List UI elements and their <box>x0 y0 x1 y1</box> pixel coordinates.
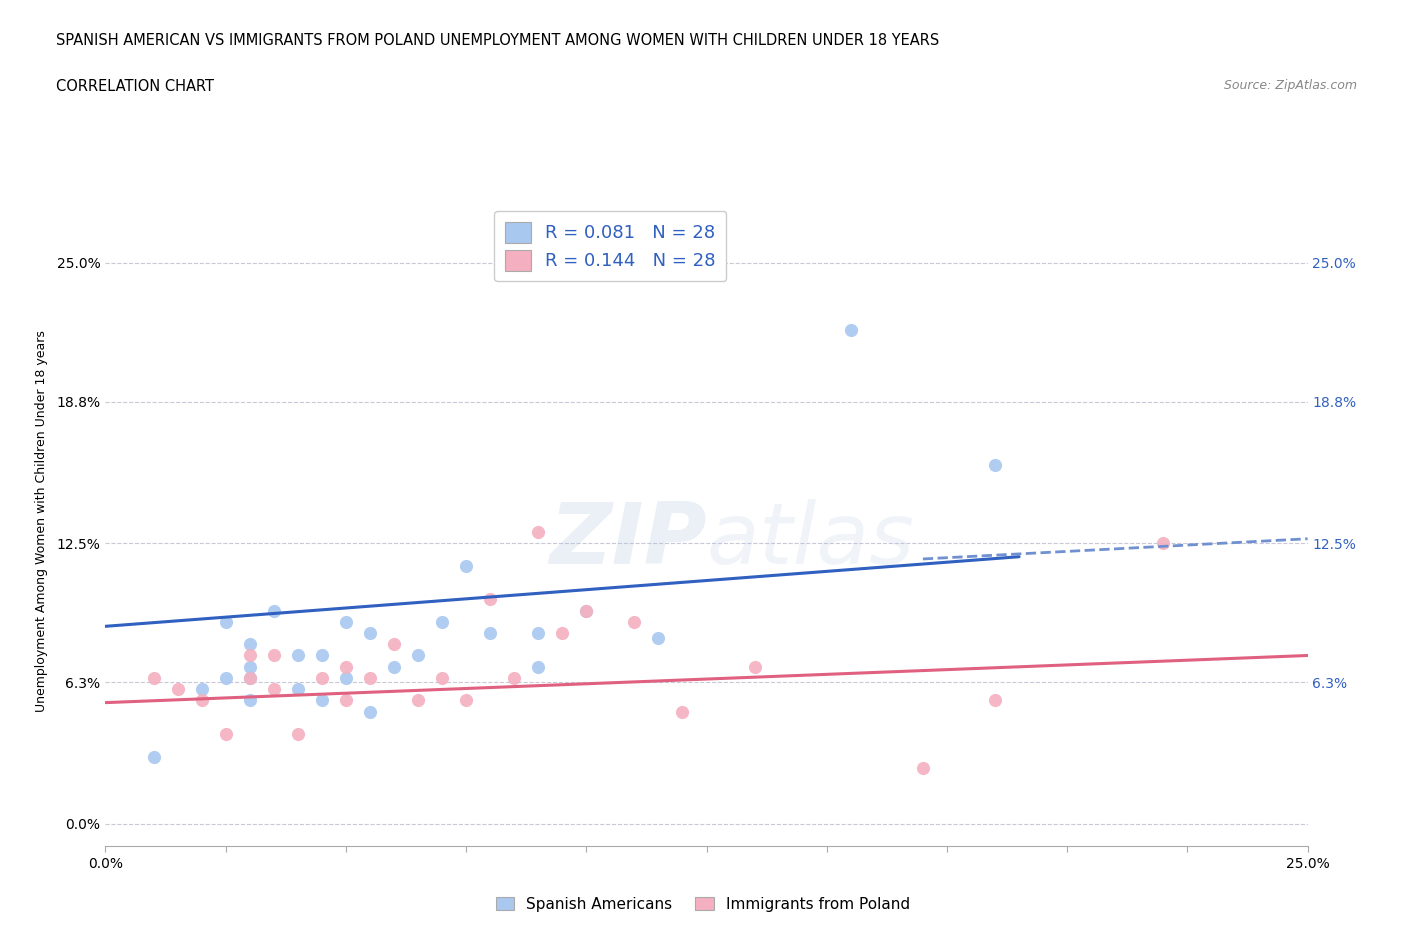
Point <box>430 671 453 685</box>
Point <box>623 615 645 630</box>
Point <box>335 693 357 708</box>
Point <box>479 626 502 641</box>
Point <box>382 637 405 652</box>
Point <box>311 693 333 708</box>
Point <box>166 682 188 697</box>
Point <box>359 671 381 685</box>
Point <box>335 671 357 685</box>
Point <box>575 604 598 618</box>
Point <box>287 726 309 741</box>
Point <box>479 591 502 606</box>
Point <box>406 648 429 663</box>
Point <box>359 626 381 641</box>
Point <box>190 682 212 697</box>
Point <box>239 671 262 685</box>
Point <box>263 682 285 697</box>
Text: SPANISH AMERICAN VS IMMIGRANTS FROM POLAND UNEMPLOYMENT AMONG WOMEN WITH CHILDRE: SPANISH AMERICAN VS IMMIGRANTS FROM POLA… <box>56 33 939 47</box>
Point <box>382 659 405 674</box>
Legend: Spanish Americans, Immigrants from Poland: Spanish Americans, Immigrants from Polan… <box>489 890 917 918</box>
Point <box>287 682 309 697</box>
Point <box>335 615 357 630</box>
Point <box>190 693 212 708</box>
Point <box>287 648 309 663</box>
Point <box>142 671 165 685</box>
Point <box>311 671 333 685</box>
Point <box>359 704 381 719</box>
Text: Source: ZipAtlas.com: Source: ZipAtlas.com <box>1223 79 1357 92</box>
Point <box>744 659 766 674</box>
Point <box>527 626 550 641</box>
Point <box>671 704 693 719</box>
Point <box>839 323 862 338</box>
Point <box>239 637 262 652</box>
Point <box>454 693 477 708</box>
Point <box>430 615 453 630</box>
Point <box>575 604 598 618</box>
Point <box>214 726 236 741</box>
Point <box>214 671 236 685</box>
Point <box>142 749 165 764</box>
Point <box>239 648 262 663</box>
Legend: R = 0.081   N = 28, R = 0.144   N = 28: R = 0.081 N = 28, R = 0.144 N = 28 <box>495 211 727 282</box>
Text: atlas: atlas <box>707 498 914 582</box>
Point <box>551 626 574 641</box>
Point <box>527 525 550 539</box>
Y-axis label: Unemployment Among Women with Children Under 18 years: Unemployment Among Women with Children U… <box>35 330 48 711</box>
Point <box>239 671 262 685</box>
Point <box>454 558 477 573</box>
Point <box>984 693 1007 708</box>
Point <box>311 648 333 663</box>
Point <box>335 659 357 674</box>
Point <box>1152 536 1174 551</box>
Text: ZIP: ZIP <box>548 498 707 582</box>
Point <box>263 648 285 663</box>
Point <box>263 604 285 618</box>
Point <box>503 671 526 685</box>
Point <box>984 458 1007 472</box>
Point <box>911 761 934 776</box>
Point <box>647 631 669 645</box>
Text: CORRELATION CHART: CORRELATION CHART <box>56 79 214 94</box>
Point <box>214 615 236 630</box>
Point <box>239 693 262 708</box>
Point <box>527 659 550 674</box>
Point <box>239 659 262 674</box>
Point <box>406 693 429 708</box>
